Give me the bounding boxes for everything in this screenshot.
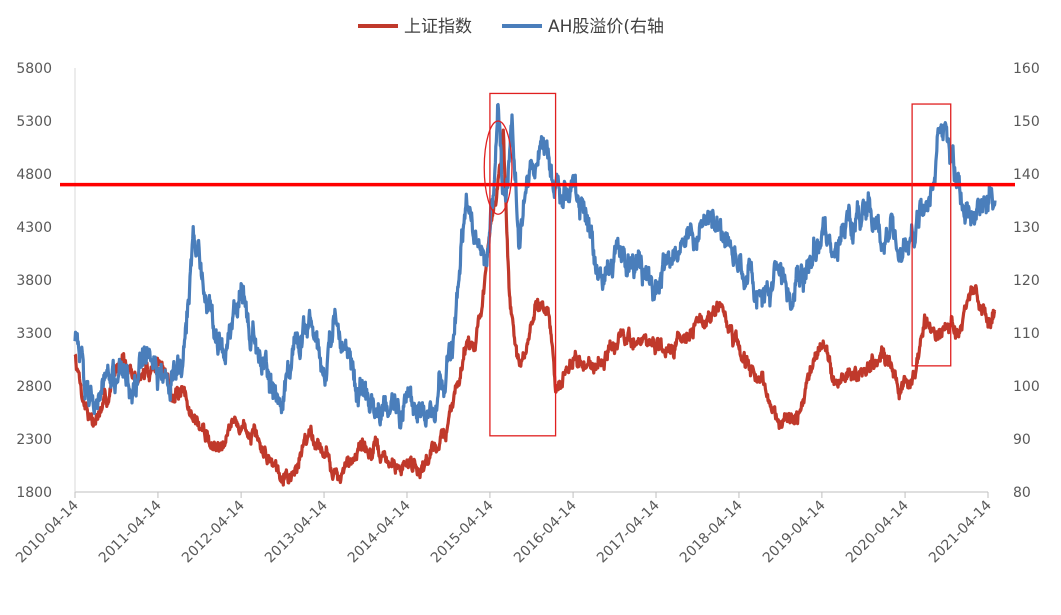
y-tick-label-left: 2800 [16, 379, 52, 395]
y-tick-label-right: 150 [1013, 114, 1040, 130]
x-tick-label: 2017-04-14 [594, 497, 663, 566]
x-tick-label: 2021-04-14 [926, 497, 995, 566]
highlight-box [911, 103, 952, 367]
x-tick-label: 2013-04-14 [262, 497, 331, 566]
x-tick-label: 2010-04-14 [13, 497, 82, 566]
y-tick-label-right: 90 [1013, 432, 1031, 448]
x-tick-label: 2019-04-14 [760, 497, 829, 566]
series-line-shanghai-index [73, 128, 997, 487]
y-tick-label-left: 3800 [16, 273, 52, 289]
y-tick-label-left: 4300 [16, 220, 52, 236]
y-tick-label-left: 5300 [16, 114, 52, 130]
y-tick-label-right: 80 [1013, 485, 1031, 501]
y-tick-label-left: 5800 [16, 61, 52, 77]
legend-label-shanghai-index: 上证指数 [404, 17, 472, 37]
y-tick-label-right: 130 [1013, 220, 1040, 236]
x-tick-label: 2020-04-14 [843, 497, 912, 566]
x-tick-label: 2011-04-14 [96, 497, 165, 566]
y-tick-label-right: 160 [1013, 61, 1040, 77]
annotation-layer [60, 92, 1015, 437]
series-layer [73, 103, 997, 487]
y-tick-label-right: 120 [1013, 273, 1040, 289]
x-tick-label: 2012-04-14 [179, 497, 248, 566]
highlight-box [489, 92, 557, 437]
y-tick-label-left: 4800 [16, 167, 52, 183]
y-tick-label-right: 100 [1013, 379, 1040, 395]
x-tick-label: 2018-04-14 [677, 497, 746, 566]
y-tick-label-left: 1800 [16, 485, 52, 501]
axes: 1800 2300 2800 3300 3800 4300 4800 5300 5800 80 90… [13, 61, 1040, 566]
legend-label-ah-premium: AH股溢价(右轴 [548, 17, 664, 37]
legend: 上证指数 AH股溢价(右轴 [358, 17, 664, 37]
x-tick-label: 2015-04-14 [428, 497, 497, 566]
series-line-ah-premium [73, 103, 997, 430]
y-tick-label-left: 3300 [16, 326, 52, 342]
highlight-ellipse [483, 120, 513, 215]
y-tick-label-left: 2300 [16, 432, 52, 448]
x-tick-label: 2014-04-14 [345, 497, 414, 566]
y-tick-label-right: 110 [1013, 326, 1040, 342]
y-tick-label-right: 140 [1013, 167, 1040, 183]
x-tick-label: 2016-04-14 [511, 497, 580, 566]
